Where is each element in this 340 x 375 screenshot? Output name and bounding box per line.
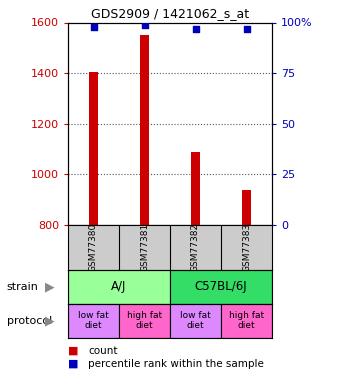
Text: high fat
diet: high fat diet (229, 311, 264, 330)
Point (142, 21, 147, 27)
Text: ■: ■ (68, 359, 79, 369)
Bar (68, 304, 119, 338)
Text: protocol: protocol (7, 316, 52, 326)
Text: strain: strain (7, 282, 39, 292)
Bar (140, 35, 149, 225)
Bar (119, 304, 170, 338)
Point (193, 26, 198, 32)
Text: low fat
diet: low fat diet (78, 311, 109, 330)
Bar (191, 152, 200, 225)
Text: C57BL/6J: C57BL/6J (195, 280, 247, 293)
Bar (221, 304, 272, 338)
Point (244, 26, 249, 32)
Title: GDS2909 / 1421062_s_at: GDS2909 / 1421062_s_at (91, 7, 249, 20)
Text: ▶: ▶ (45, 314, 54, 327)
Bar (89, 72, 98, 225)
Text: high fat
diet: high fat diet (127, 311, 162, 330)
Text: count: count (88, 346, 118, 355)
Text: GSM77383: GSM77383 (242, 223, 251, 272)
Bar (170, 304, 221, 338)
Text: A/J: A/J (111, 280, 127, 293)
Text: GSM77380: GSM77380 (89, 223, 98, 272)
Text: GSM77381: GSM77381 (140, 223, 149, 272)
Text: ■: ■ (68, 346, 79, 355)
Text: low fat
diet: low fat diet (180, 311, 211, 330)
Bar (170, 270, 272, 304)
Text: GSM77382: GSM77382 (191, 223, 200, 272)
Bar (242, 190, 251, 225)
Bar (68, 270, 170, 304)
Text: ▶: ▶ (45, 280, 54, 293)
Point (91, 24, 96, 30)
Text: percentile rank within the sample: percentile rank within the sample (88, 359, 264, 369)
